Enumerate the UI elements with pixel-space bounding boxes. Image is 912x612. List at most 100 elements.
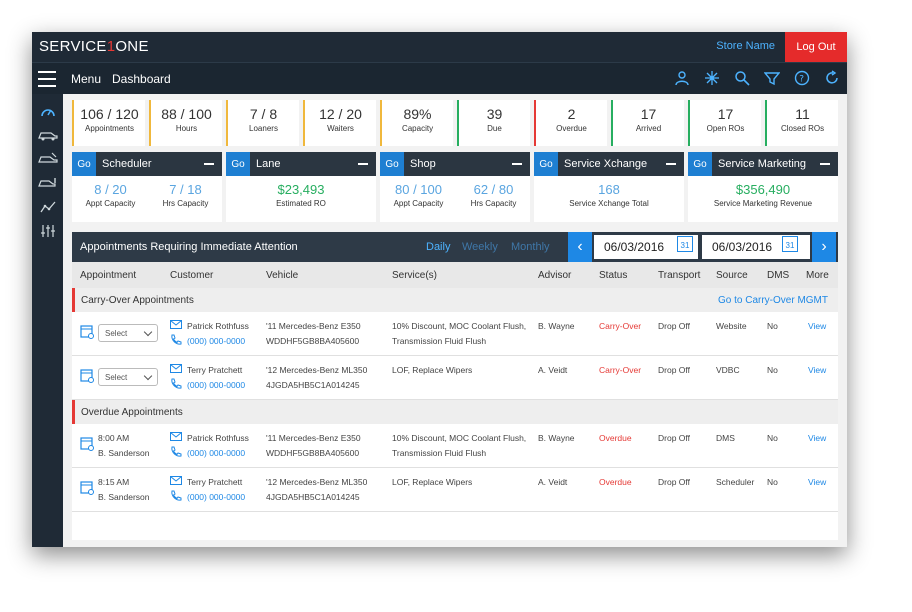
tab-weekly[interactable]: Weekly — [462, 241, 498, 253]
email-icon[interactable] — [170, 476, 182, 487]
customer-phone[interactable]: (000) 000-0000 — [187, 492, 246, 502]
search-icon[interactable] — [733, 69, 751, 87]
menu-label[interactable]: Menu — [71, 72, 102, 86]
help-icon[interactable]: ? — [793, 69, 811, 87]
column-header[interactable]: Advisor — [538, 270, 572, 281]
panel-header: Go Shop — [380, 152, 530, 176]
refresh-icon[interactable] — [823, 69, 841, 87]
kpi-card[interactable]: 17 Open ROs — [688, 100, 761, 146]
appointments-header: Appointments Requiring Immediate Attenti… — [72, 232, 838, 262]
settings-sliders-icon[interactable] — [32, 220, 63, 242]
kpi-value: 17 — [640, 106, 657, 122]
appointment-select[interactable]: Select — [98, 368, 158, 386]
select-label: Select — [105, 329, 128, 338]
kpi-card[interactable]: 89% Capacity — [380, 100, 453, 146]
kpi-card[interactable]: 39 Due — [457, 100, 530, 146]
tab-daily[interactable]: Daily — [426, 241, 451, 253]
car-service-icon[interactable] — [32, 148, 63, 170]
column-header[interactable]: DMS — [767, 270, 790, 281]
phone-icon[interactable] — [170, 446, 182, 460]
calendar-add-icon[interactable] — [80, 435, 94, 453]
collapse-icon[interactable] — [820, 163, 830, 165]
kpi-label: Due — [487, 124, 502, 133]
customer-phone[interactable]: (000) 000-0000 — [187, 448, 246, 458]
panel-metric: $356,490 Service Marketing Revenue — [714, 182, 812, 208]
column-header[interactable]: Source — [716, 270, 748, 281]
appointment-select[interactable]: Select — [98, 324, 158, 342]
advisor: A. Veidt — [538, 365, 568, 375]
calendar-add-icon[interactable] — [80, 367, 94, 385]
prev-date-button[interactable]: ‹ — [568, 232, 592, 262]
carry-over-mgmt-link[interactable]: Go to Carry-Over MGMT — [717, 295, 828, 306]
end-date-field[interactable]: 06/03/2016 — [702, 235, 810, 259]
panel-title: Shop — [410, 158, 436, 170]
car-icon[interactable] — [32, 124, 63, 146]
calendar-add-icon[interactable] — [80, 323, 94, 341]
phone-icon[interactable] — [170, 334, 182, 348]
next-date-button[interactable]: › — [812, 232, 836, 262]
calendar-icon[interactable]: 31 — [677, 236, 693, 252]
module-panel: Go Lane $23,493 Estimated RO — [226, 152, 376, 222]
email-icon[interactable] — [170, 320, 182, 331]
hamburger-icon[interactable] — [38, 71, 56, 87]
view-link[interactable]: View — [808, 433, 827, 443]
module-panel: Go Scheduler 8 / 20 Appt Capacity 7 / 18… — [72, 152, 222, 222]
go-button[interactable]: Go — [534, 152, 558, 176]
start-date-field[interactable]: 06/03/2016 — [594, 235, 698, 259]
kpi-card[interactable]: 11 Closed ROs — [765, 100, 838, 146]
email-icon[interactable] — [170, 432, 182, 443]
section-title: Overdue Appointments — [81, 407, 183, 418]
column-header[interactable]: Transport — [658, 270, 701, 281]
collapse-icon[interactable] — [204, 163, 214, 165]
kpi-card[interactable]: 106 / 120 Appointments — [72, 100, 145, 146]
kpi-label: Overdue — [556, 124, 587, 133]
calendar-add-icon[interactable] — [80, 479, 94, 497]
dashboard-label[interactable]: Dashboard — [112, 72, 171, 86]
dashboard-icon[interactable] — [32, 100, 63, 122]
panel-body: 80 / 100 Appt Capacity 62 / 80 Hrs Capac… — [380, 176, 530, 208]
user-icon[interactable] — [673, 69, 691, 87]
panel-metric-value: 62 / 80 — [473, 182, 514, 197]
customer-phone[interactable]: (000) 000-0000 — [187, 336, 246, 346]
kpi-card[interactable]: 17 Arrived — [611, 100, 684, 146]
column-header[interactable]: Appointment — [80, 270, 137, 281]
advisor: B. Wayne — [538, 321, 575, 331]
calendar-icon[interactable]: 31 — [782, 236, 798, 252]
logout-button[interactable]: Log Out — [785, 32, 847, 62]
column-header[interactable]: Service(s) — [392, 270, 438, 281]
car-repair-icon[interactable] — [32, 172, 63, 194]
column-header[interactable]: Vehicle — [266, 270, 299, 281]
view-link[interactable]: View — [808, 365, 827, 375]
kpi-card[interactable]: 88 / 100 Hours — [149, 100, 222, 146]
kpi-card[interactable]: 7 / 8 Loaners — [226, 100, 299, 146]
phone-icon[interactable] — [170, 490, 182, 504]
customer-name: Terry Pratchett — [187, 477, 243, 487]
panel-metric-value: 168 — [598, 182, 620, 197]
collapse-icon[interactable] — [512, 163, 522, 165]
phone-icon[interactable] — [170, 378, 182, 392]
column-header[interactable]: Status — [599, 270, 628, 281]
kpi-label: Capacity — [401, 124, 434, 133]
column-header[interactable]: More — [806, 270, 829, 281]
store-name-link[interactable]: Store Name — [716, 40, 775, 52]
column-header[interactable]: Customer — [170, 270, 214, 281]
kpi-card[interactable]: 2 Overdue — [534, 100, 607, 146]
view-link[interactable]: View — [808, 321, 827, 331]
analytics-icon[interactable] — [32, 196, 63, 218]
customer-phone[interactable]: (000) 000-0000 — [187, 380, 246, 390]
go-button[interactable]: Go — [688, 152, 712, 176]
view-link[interactable]: View — [808, 477, 827, 487]
network-icon[interactable] — [703, 69, 721, 87]
vehicle-model: '11 Mercedes-Benz E350 — [266, 321, 361, 331]
filter-icon[interactable] — [763, 69, 781, 87]
collapse-icon[interactable] — [358, 163, 368, 165]
kpi-value: 89% — [403, 106, 432, 122]
kpi-card[interactable]: 12 / 20 Waiters — [303, 100, 376, 146]
collapse-icon[interactable] — [666, 163, 676, 165]
go-button[interactable]: Go — [72, 152, 96, 176]
go-button[interactable]: Go — [226, 152, 250, 176]
go-button[interactable]: Go — [380, 152, 404, 176]
email-icon[interactable] — [170, 364, 182, 375]
tab-monthly[interactable]: Monthly — [511, 241, 550, 253]
panel-metric-value: $356,490 — [735, 182, 791, 197]
